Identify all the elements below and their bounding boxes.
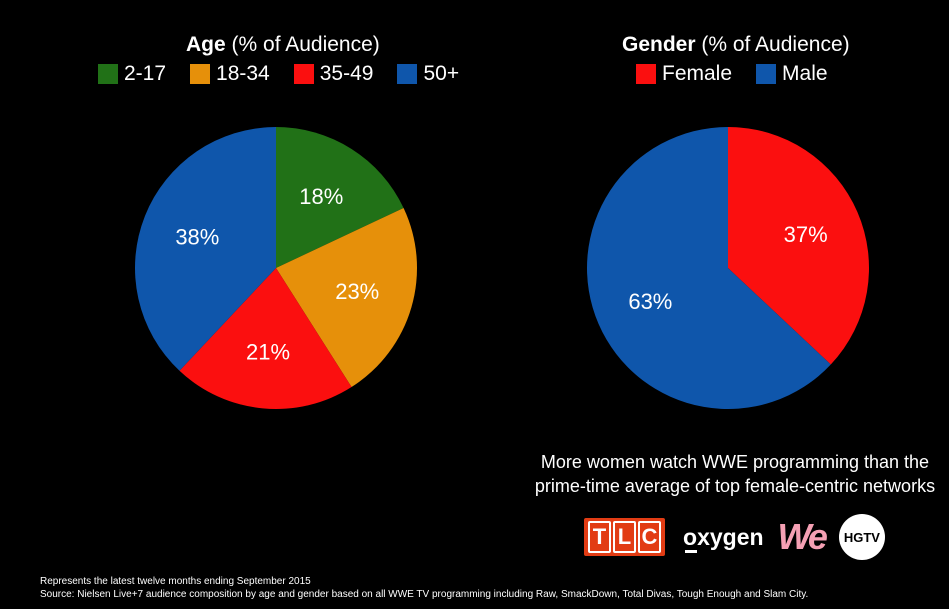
pie-slice-label: 18% [299,184,343,209]
legend-label: 50+ [423,62,460,85]
footnote-line-1: Represents the latest twelve months endi… [40,576,311,587]
hgtv-logo: HGTV [838,514,885,560]
footnote-line-2: Source: Nielsen Live+7 audience composit… [40,589,809,600]
gender-title-bold: Gender [622,33,696,56]
pie-slice-35-49 [179,268,352,409]
tlc-letter: T [588,521,611,553]
pie-slice-label: 21% [246,340,290,365]
legend-item-2-17: 2-17 [98,62,166,86]
gender-chart-title: Gender (% of Audience) [622,33,850,57]
age-legend: 2-17 18-34 35-49 50+ [98,62,459,86]
legend-item-male: Male [756,62,828,86]
legend-item-female: Female [636,62,732,86]
age-title-bold: Age [186,33,226,56]
pie-slice-male [587,127,831,409]
pie-slice-label: 37% [784,222,828,247]
oxygen-letter-o: o [683,523,698,550]
legend-swatch [636,64,656,84]
pie-slice-female [728,127,870,365]
oxygen-underline [685,549,697,553]
legend-swatch [190,64,211,84]
tlc-letter: C [638,521,661,553]
legend-item-35-49: 35-49 [293,62,374,86]
callout-line-1: More women watch WWE programming than th… [540,452,930,472]
oxygen-text: xygen [697,523,764,550]
legend-label: Female [662,62,733,85]
legend-swatch [98,64,118,84]
legend-swatch [756,64,777,84]
legend-item-18-34: 18-34 [190,62,270,86]
legend-label: 35-49 [319,62,374,85]
gender-legend: Female Male [636,62,828,86]
legend-label: Male [782,62,828,85]
pie-slice-label: 63% [628,289,672,314]
oxygen-logo: oxygen [683,523,764,553]
callout-line-2: prime-time average of top female-centric… [534,475,936,496]
pie-slice-50-plus [134,127,276,371]
legend-swatch [293,64,314,84]
callout-text: More women watch WWE programming than th… [530,451,940,499]
tlc-logo: T L C [584,518,665,556]
legend-item-50-plus: 50+ [397,62,459,86]
we-logo: We [777,516,828,557]
age-title-rest: (% of Audience) [225,33,380,56]
network-logos: T L C oxygen We HGTV [584,514,885,560]
age-chart-title: Age (% of Audience) [186,33,380,57]
pie-slice-2-17 [276,127,404,268]
pie-slice-label: 38% [175,224,219,249]
legend-swatch [397,64,418,84]
gender-title-rest: (% of Audience) [695,33,850,56]
tlc-letter: L [613,521,636,553]
legend-label: 18-34 [216,62,270,85]
legend-label: 2-17 [124,62,167,85]
pie-slice-label: 23% [335,279,379,304]
pie-slice-18-34 [276,207,418,388]
footnote: Represents the latest twelve months endi… [40,575,808,601]
